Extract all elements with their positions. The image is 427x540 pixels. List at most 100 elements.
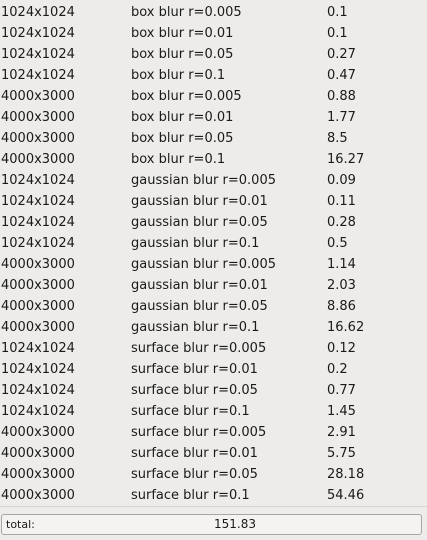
filter-name-cell: surface blur r=0.01	[131, 446, 258, 461]
result-row: 4000x3000 gaussian blur r=0.05 8.86	[0, 296, 427, 317]
image-size-cell: 4000x3000	[1, 278, 75, 293]
image-size-cell: 4000x3000	[1, 446, 75, 461]
results-list: 1024x1024 box blur r=0.005 0.1 1024x1024 box…	[0, 2, 427, 506]
filter-name-cell: box blur r=0.05	[131, 47, 234, 62]
filter-name-cell: gaussian blur r=0.01	[131, 194, 268, 209]
filter-name-cell: box blur r=0.005	[131, 89, 242, 104]
filter-name-cell: box blur r=0.005	[131, 5, 242, 20]
image-size-cell: 4000x3000	[1, 299, 75, 314]
result-row: 4000x3000 box blur r=0.01 1.77	[0, 107, 427, 128]
filter-name-cell: surface blur r=0.01	[131, 362, 258, 377]
time-cell: 0.12	[327, 341, 356, 356]
result-row: 1024x1024 box blur r=0.01 0.1	[0, 23, 427, 44]
filter-name-cell: gaussian blur r=0.005	[131, 257, 276, 272]
time-cell: 16.62	[327, 320, 365, 335]
total-label: total:	[6, 518, 35, 531]
time-cell: 8.86	[327, 299, 356, 314]
image-size-cell: 1024x1024	[1, 236, 75, 251]
time-cell: 54.46	[327, 488, 365, 503]
filter-name-cell: gaussian blur r=0.1	[131, 320, 260, 335]
result-row: 1024x1024 gaussian blur r=0.01 0.11	[0, 191, 427, 212]
filter-name-cell: box blur r=0.01	[131, 26, 234, 41]
image-size-cell: 4000x3000	[1, 320, 75, 335]
filter-name-cell: gaussian blur r=0.05	[131, 299, 268, 314]
time-cell: 0.1	[327, 5, 348, 20]
image-size-cell: 4000x3000	[1, 89, 75, 104]
image-size-cell: 1024x1024	[1, 215, 75, 230]
time-cell: 0.5	[327, 236, 348, 251]
time-cell: 1.77	[327, 110, 356, 125]
time-cell: 0.2	[327, 362, 348, 377]
result-row: 1024x1024 surface blur r=0.05 0.77	[0, 380, 427, 401]
time-cell: 0.47	[327, 68, 356, 83]
result-row: 4000x3000 surface blur r=0.01 5.75	[0, 443, 427, 464]
result-row: 1024x1024 gaussian blur r=0.005 0.09	[0, 170, 427, 191]
separator	[0, 506, 427, 507]
total-value: 151.83	[214, 517, 256, 531]
image-size-cell: 1024x1024	[1, 341, 75, 356]
filter-name-cell: gaussian blur r=0.1	[131, 236, 260, 251]
time-cell: 0.28	[327, 215, 356, 230]
result-row: 1024x1024 surface blur r=0.005 0.12	[0, 338, 427, 359]
result-row: 4000x3000 gaussian blur r=0.01 2.03	[0, 275, 427, 296]
result-row: 4000x3000 box blur r=0.1 16.27	[0, 149, 427, 170]
filter-name-cell: gaussian blur r=0.005	[131, 173, 276, 188]
filter-name-cell: box blur r=0.1	[131, 68, 226, 83]
filter-name-cell: box blur r=0.01	[131, 110, 234, 125]
image-size-cell: 1024x1024	[1, 26, 75, 41]
result-row: 4000x3000 surface blur r=0.1 54.46	[0, 485, 427, 506]
result-row: 1024x1024 surface blur r=0.1 1.45	[0, 401, 427, 422]
time-cell: 16.27	[327, 152, 365, 167]
filter-name-cell: box blur r=0.05	[131, 131, 234, 146]
filter-name-cell: surface blur r=0.05	[131, 383, 258, 398]
filter-name-cell: gaussian blur r=0.01	[131, 278, 268, 293]
time-cell: 0.09	[327, 173, 356, 188]
result-row: 1024x1024 surface blur r=0.01 0.2	[0, 359, 427, 380]
time-cell: 5.75	[327, 446, 356, 461]
filter-name-cell: surface blur r=0.005	[131, 425, 267, 440]
image-size-cell: 4000x3000	[1, 425, 75, 440]
image-size-cell: 1024x1024	[1, 404, 75, 419]
time-cell: 0.11	[327, 194, 356, 209]
image-size-cell: 1024x1024	[1, 362, 75, 377]
image-size-cell: 1024x1024	[1, 383, 75, 398]
result-row: 4000x3000 gaussian blur r=0.1 16.62	[0, 317, 427, 338]
image-size-cell: 4000x3000	[1, 152, 75, 167]
image-size-cell: 4000x3000	[1, 257, 75, 272]
image-size-cell: 1024x1024	[1, 5, 75, 20]
filter-name-cell: gaussian blur r=0.05	[131, 215, 268, 230]
image-size-cell: 4000x3000	[1, 488, 75, 503]
filter-name-cell: surface blur r=0.1	[131, 488, 250, 503]
time-cell: 0.27	[327, 47, 356, 62]
result-row: 1024x1024 gaussian blur r=0.1 0.5	[0, 233, 427, 254]
result-row: 1024x1024 box blur r=0.005 0.1	[0, 2, 427, 23]
time-cell: 1.14	[327, 257, 356, 272]
image-size-cell: 1024x1024	[1, 173, 75, 188]
result-row: 4000x3000 gaussian blur r=0.005 1.14	[0, 254, 427, 275]
result-row: 4000x3000 surface blur r=0.005 2.91	[0, 422, 427, 443]
result-row: 4000x3000 box blur r=0.05 8.5	[0, 128, 427, 149]
result-row: 4000x3000 surface blur r=0.05 28.18	[0, 464, 427, 485]
time-cell: 2.03	[327, 278, 356, 293]
time-cell: 1.45	[327, 404, 356, 419]
filter-name-cell: surface blur r=0.1	[131, 404, 250, 419]
filter-name-cell: surface blur r=0.05	[131, 467, 258, 482]
image-size-cell: 4000x3000	[1, 467, 75, 482]
image-size-cell: 4000x3000	[1, 131, 75, 146]
result-row: 1024x1024 box blur r=0.05 0.27	[0, 44, 427, 65]
time-cell: 0.77	[327, 383, 356, 398]
result-row: 1024x1024 box blur r=0.1 0.47	[0, 65, 427, 86]
image-size-cell: 4000x3000	[1, 110, 75, 125]
total-field: total: 151.83	[1, 514, 422, 535]
result-row: 1024x1024 gaussian blur r=0.05 0.28	[0, 212, 427, 233]
time-cell: 0.1	[327, 26, 348, 41]
filter-name-cell: box blur r=0.1	[131, 152, 226, 167]
time-cell: 28.18	[327, 467, 365, 482]
image-size-cell: 1024x1024	[1, 47, 75, 62]
filter-name-cell: surface blur r=0.005	[131, 341, 267, 356]
time-cell: 2.91	[327, 425, 356, 440]
result-row: 4000x3000 box blur r=0.005 0.88	[0, 86, 427, 107]
image-size-cell: 1024x1024	[1, 194, 75, 209]
time-cell: 8.5	[327, 131, 348, 146]
time-cell: 0.88	[327, 89, 356, 104]
